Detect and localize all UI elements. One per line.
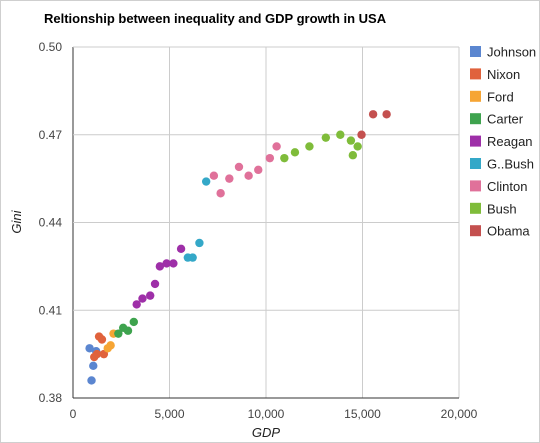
data-point <box>244 171 253 180</box>
data-point <box>146 291 155 300</box>
legend-swatch <box>470 46 481 57</box>
data-point <box>176 244 186 254</box>
data-point <box>234 162 244 172</box>
data-point <box>254 165 263 175</box>
legend-label: G..Bush <box>487 157 534 172</box>
series-nixon <box>90 332 109 362</box>
legend-label: Reagan <box>487 134 533 149</box>
data-point <box>225 174 234 183</box>
data-point <box>201 177 211 186</box>
data-point <box>209 171 219 180</box>
x-axis-title: GDP <box>252 425 281 440</box>
data-point <box>150 279 160 289</box>
series-obama <box>357 110 391 139</box>
legend-swatch <box>470 158 481 169</box>
data-point <box>346 136 356 145</box>
legend-label: Bush <box>487 201 517 216</box>
data-point <box>114 329 123 338</box>
legend-label: Obama <box>487 224 530 239</box>
y-tick-label: 0.38 <box>39 391 63 405</box>
series-reagan <box>132 244 186 309</box>
legend-label: Clinton <box>487 179 527 194</box>
data-point <box>290 148 300 157</box>
x-tick-label: 15,000 <box>344 407 381 421</box>
data-point <box>280 153 289 163</box>
data-point <box>138 294 147 303</box>
data-point <box>123 326 133 335</box>
data-point <box>272 142 281 151</box>
legend-label: Carter <box>487 112 524 127</box>
data-point <box>97 335 107 344</box>
data-point <box>305 142 314 151</box>
data-points <box>85 110 391 385</box>
data-point <box>348 151 358 160</box>
grid <box>72 46 460 399</box>
data-point <box>132 300 141 309</box>
legend-swatch <box>470 180 481 192</box>
y-tick-label: 0.44 <box>39 216 63 230</box>
legend-swatch <box>470 68 481 80</box>
x-tick-label: 5,000 <box>154 407 184 421</box>
x-tick-label: 20,000 <box>441 407 478 421</box>
data-point <box>85 344 94 353</box>
y-tick-label: 0.50 <box>39 40 63 54</box>
legend-swatch <box>470 202 481 214</box>
series-bush <box>280 130 362 163</box>
data-point <box>89 361 98 371</box>
data-point <box>169 259 178 268</box>
legend-swatch <box>470 135 481 147</box>
data-point <box>87 376 96 385</box>
y-axis-title: Gini <box>9 209 24 233</box>
data-point <box>357 130 366 139</box>
series-clinton <box>209 142 281 198</box>
data-point <box>155 262 165 271</box>
chart-title: Reltionship between inequality and GDP g… <box>44 11 387 26</box>
y-tick-label: 0.47 <box>39 128 63 142</box>
data-point <box>336 130 345 139</box>
legend-label: Nixon <box>487 67 520 82</box>
legend: Johnson Nixon Ford Carter Reagan G..Bush Clint… <box>470 45 536 239</box>
legend-label: Ford <box>487 89 514 104</box>
y-tick-label: 0.41 <box>39 303 63 317</box>
data-point <box>92 349 102 359</box>
x-tick-label: 10,000 <box>248 407 285 421</box>
data-point <box>353 142 362 151</box>
data-point <box>162 259 171 268</box>
series-g-bush <box>183 177 211 262</box>
data-point <box>188 253 197 262</box>
data-point <box>382 110 391 119</box>
data-point <box>216 189 225 198</box>
data-point <box>106 341 115 350</box>
series-carter <box>114 317 138 338</box>
data-point <box>265 153 275 163</box>
legend-swatch <box>470 90 481 102</box>
data-point <box>195 238 204 248</box>
data-point <box>129 317 138 327</box>
axis-ticks: 0 5,000 10,000 15,000 20,000 0.38 0.41 0.44 0.47… <box>39 40 478 421</box>
data-point <box>368 110 378 119</box>
legend-label: Johnson <box>487 45 536 60</box>
legend-swatch <box>470 113 481 125</box>
data-point <box>321 133 331 142</box>
x-tick-label: 0 <box>70 407 77 421</box>
legend-swatch <box>470 225 481 237</box>
